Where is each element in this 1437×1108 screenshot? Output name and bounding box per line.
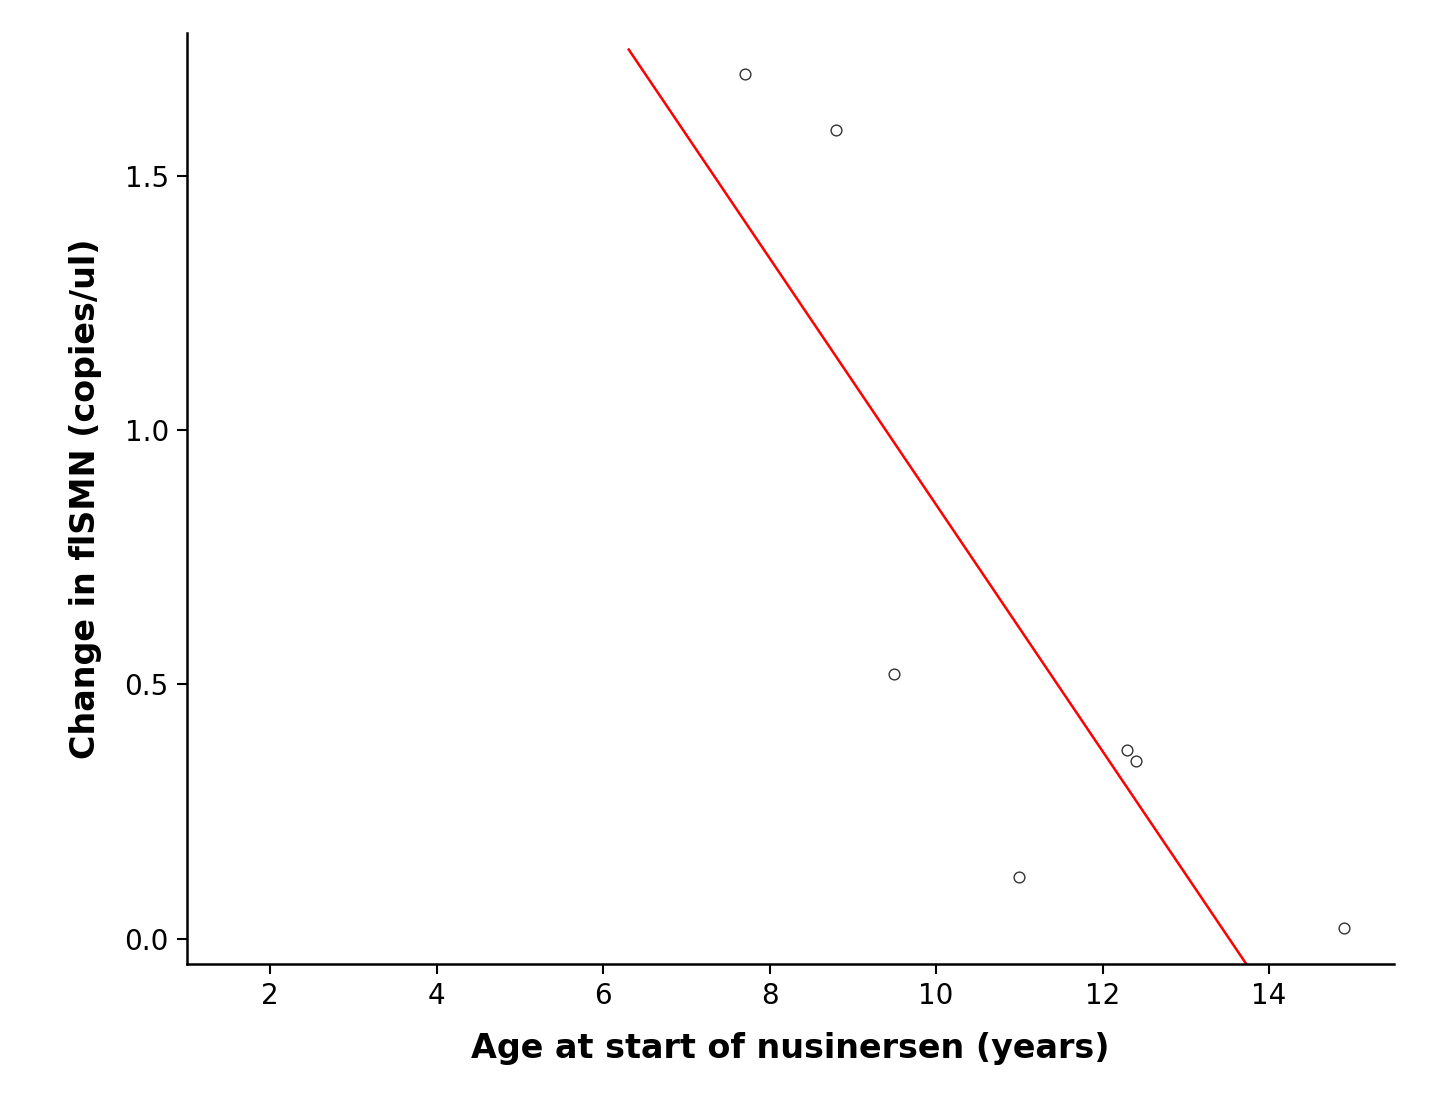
Point xyxy=(882,665,905,683)
X-axis label: Age at start of nusinersen (years): Age at start of nusinersen (years) xyxy=(471,1033,1109,1065)
Y-axis label: Change in flSMN (copies/ul): Change in flSMN (copies/ul) xyxy=(69,238,102,759)
Point xyxy=(1007,869,1030,886)
Point xyxy=(733,65,756,83)
Point xyxy=(1332,920,1355,937)
Point xyxy=(1117,741,1140,759)
Point xyxy=(1124,751,1147,769)
Point xyxy=(825,121,848,138)
